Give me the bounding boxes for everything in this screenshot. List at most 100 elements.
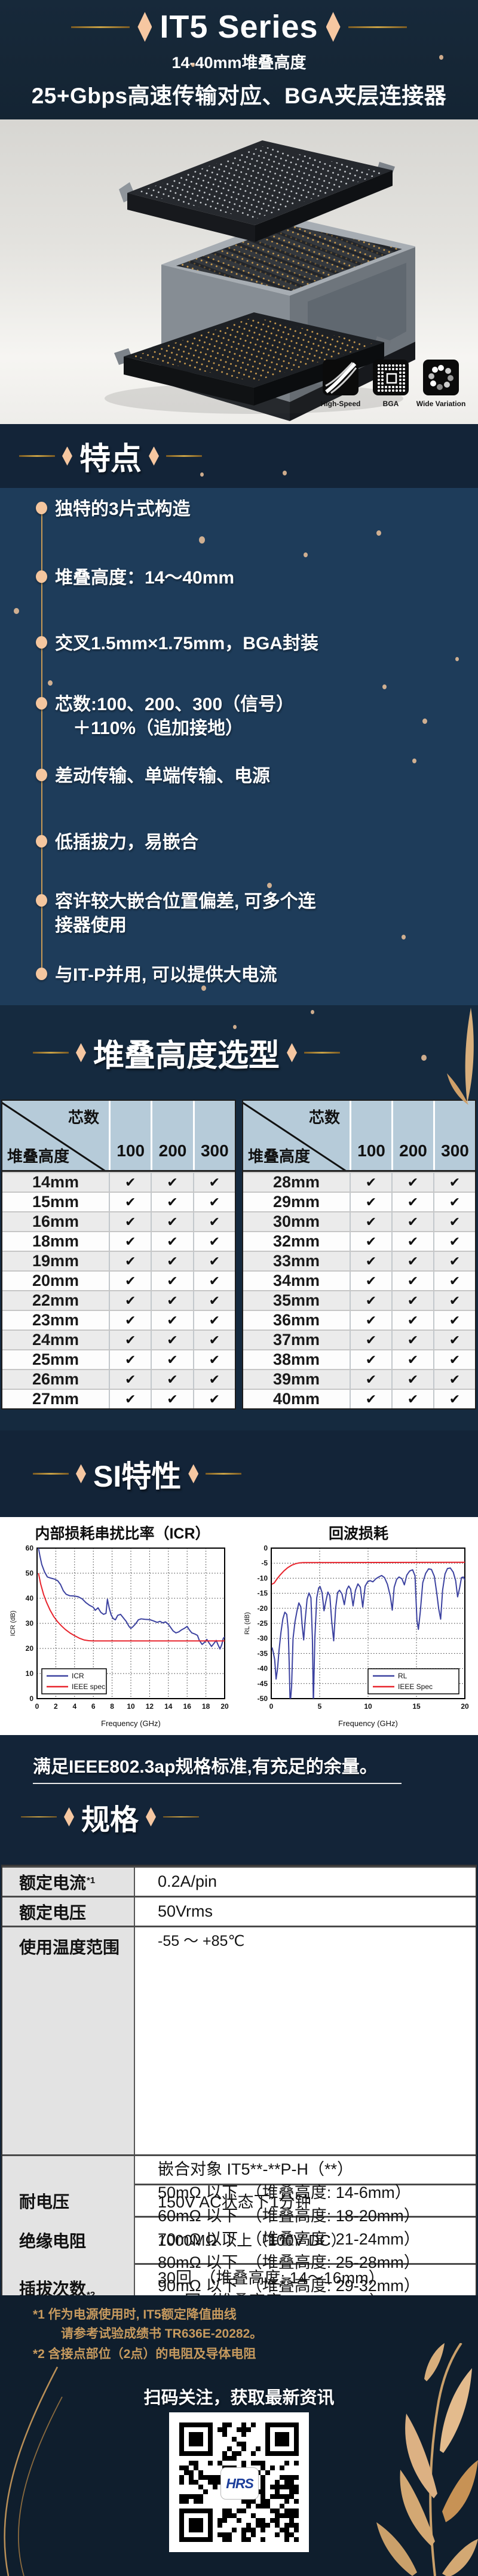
accent-dot: [311, 1010, 314, 1014]
column-header: 100: [350, 1101, 391, 1170]
row-height-label: 20mm: [32, 1272, 79, 1289]
table-row: 37mm ✔ ✔ ✔: [243, 1330, 475, 1349]
svg-text:60: 60: [26, 1544, 34, 1552]
footnote-1: *1 作为电源使用时, IT5额定降值曲线: [33, 2308, 237, 2322]
corner-label-height: 堆叠高度: [7, 1147, 70, 1165]
diamond-icon: [64, 1807, 74, 1826]
svg-text:50: 50: [26, 1569, 34, 1577]
svg-text:10: 10: [364, 1702, 372, 1711]
check-icon: ✔: [433, 1350, 475, 1369]
connector-top-part: [119, 140, 395, 242]
qr-call-to-action: 扫码关注，获取最新资讯: [143, 2388, 335, 2408]
feature-item: 低插拔力，易嵌合: [55, 833, 198, 852]
spec-row: 使用温度范围 -55 ～ +85℃: [2, 1926, 476, 2154]
accent-dot: [283, 471, 287, 476]
table-row: 35mm ✔ ✔ ✔: [243, 1290, 475, 1310]
row-height-label: 18mm: [32, 1232, 79, 1250]
spec-label-text: 耐电压: [19, 2192, 70, 2211]
check-icon: ✔: [391, 1311, 433, 1330]
spec-label-footnote-ref: *2: [87, 2289, 96, 2296]
accent-dot: [402, 935, 406, 940]
check-icon: ✔: [350, 1252, 391, 1270]
check-icon: ✔: [109, 1173, 151, 1192]
row-height-label: 33mm: [272, 1252, 320, 1270]
connector-bottom-part: [105, 312, 403, 414]
table-row: 24mm ✔ ✔ ✔: [2, 1330, 235, 1349]
spec-value-line: 70mΩ 以下 （堆叠高度: 21-24mm）: [158, 2230, 420, 2248]
svg-text:10: 10: [26, 1669, 34, 1678]
spec-table: 额定电流 *1 0.2A/pin 额定电压 50Vrms: [1, 1865, 477, 2295]
check-icon: ✔: [391, 1331, 433, 1349]
row-height-label: 39mm: [272, 1370, 320, 1388]
feature-badges: High-Speed B: [321, 360, 465, 408]
row-height-label: 30mm: [272, 1212, 320, 1230]
svg-text:0: 0: [35, 1702, 39, 1711]
row-height-label: 16mm: [32, 1212, 79, 1230]
spec-label-text: 使用温度范围: [19, 1938, 120, 1957]
bullet-icon: [36, 570, 47, 583]
feature-item: 堆叠高度：14～40mm: [55, 568, 235, 588]
accent-dot: [382, 684, 387, 690]
subtitle-stack-height: 14-40mm堆叠高度: [171, 54, 307, 72]
table-row: 36mm ✔ ✔ ✔: [243, 1310, 475, 1330]
table-body: 28mm ✔ ✔ ✔ 29mm ✔ ✔ ✔ 30mm ✔: [243, 1172, 475, 1408]
check-icon: ✔: [350, 1232, 391, 1251]
accent-dot: [304, 552, 308, 558]
check-icon: ✔: [109, 1252, 151, 1270]
check-icon: ✔: [433, 1193, 475, 1211]
check-icon: ✔: [109, 1193, 151, 1211]
check-icon: ✔: [192, 1331, 235, 1349]
check-icon: ✔: [151, 1390, 192, 1408]
svg-text:Frequency (GHz): Frequency (GHz): [101, 1719, 161, 1728]
row-height-label: 37mm: [272, 1331, 320, 1349]
table-row: 19mm ✔ ✔ ✔: [2, 1251, 235, 1270]
accent-dot: [439, 55, 443, 60]
check-icon: ✔: [192, 1390, 235, 1408]
check-icon: ✔: [433, 1232, 475, 1251]
check-icon: ✔: [391, 1272, 433, 1290]
svg-text:-35: -35: [258, 1649, 268, 1657]
title-line-right: [348, 26, 407, 28]
row-height-label: 14mm: [32, 1173, 79, 1191]
svg-text:18: 18: [202, 1702, 210, 1711]
hrs-logo: HRS: [220, 2467, 259, 2500]
check-icon: ✔: [391, 1370, 433, 1389]
svg-text:20: 20: [461, 1702, 469, 1711]
svg-text:-5: -5: [261, 1559, 268, 1567]
svg-text:40: 40: [26, 1594, 34, 1602]
spec-label: 额定电压: [2, 1898, 135, 1926]
spec-label: 使用温度范围: [2, 1927, 135, 2154]
table-row: 14mm ✔ ✔ ✔: [2, 1172, 235, 1192]
spec-value-line: 60mΩ 以下 （堆叠高度: 18-20mm）: [158, 2207, 420, 2225]
wide-variation-icon: [423, 360, 459, 395]
qr-pattern: [179, 2423, 299, 2542]
check-icon: ✔: [391, 1350, 433, 1369]
bullet-icon: [36, 636, 47, 649]
check-icon: ✔: [109, 1291, 151, 1310]
row-height-label: 32mm: [272, 1232, 320, 1250]
badge-wide-variation: Wide Variation: [416, 360, 465, 408]
row-height-label: 26mm: [32, 1370, 79, 1388]
feature-item: 容许较大嵌合位置偏差, 可多个连 接器使用: [55, 892, 316, 935]
svg-text:IEEE spec: IEEE spec: [72, 1682, 105, 1691]
spec-row: 额定电流 *1 0.2A/pin: [2, 1866, 476, 1896]
row-height-label: 15mm: [32, 1193, 79, 1211]
svg-text:6: 6: [91, 1702, 96, 1711]
bullet-icon: [36, 502, 47, 514]
column-header: 200: [391, 1101, 433, 1170]
diamond-icon: [62, 446, 72, 466]
stack-height-title: 堆叠高度选型: [93, 1039, 280, 1073]
spec-value-line: 30回 （堆叠高度: 14～16mm）: [158, 2269, 385, 2287]
features-heading: 特点: [19, 434, 203, 478]
accent-dot: [48, 680, 53, 686]
qr-code: HRS: [169, 2412, 309, 2552]
si-title: SI特性: [93, 1459, 182, 1493]
spec-label: 耐电压: [2, 2185, 135, 2216]
column-header: 300: [433, 1101, 475, 1170]
ieee-note-section: 满足IEEE802.3ap规格标准,有充足的余量。 规格: [0, 1735, 478, 1865]
spec-label-footnote-ref: *1: [87, 1875, 96, 1886]
accent-dot: [201, 985, 206, 991]
spec-row: 绝缘电阻 1000MΩ 以上（100V DC）: [2, 2216, 476, 2263]
check-icon: ✔: [192, 1193, 235, 1211]
check-icon: ✔: [109, 1311, 151, 1330]
